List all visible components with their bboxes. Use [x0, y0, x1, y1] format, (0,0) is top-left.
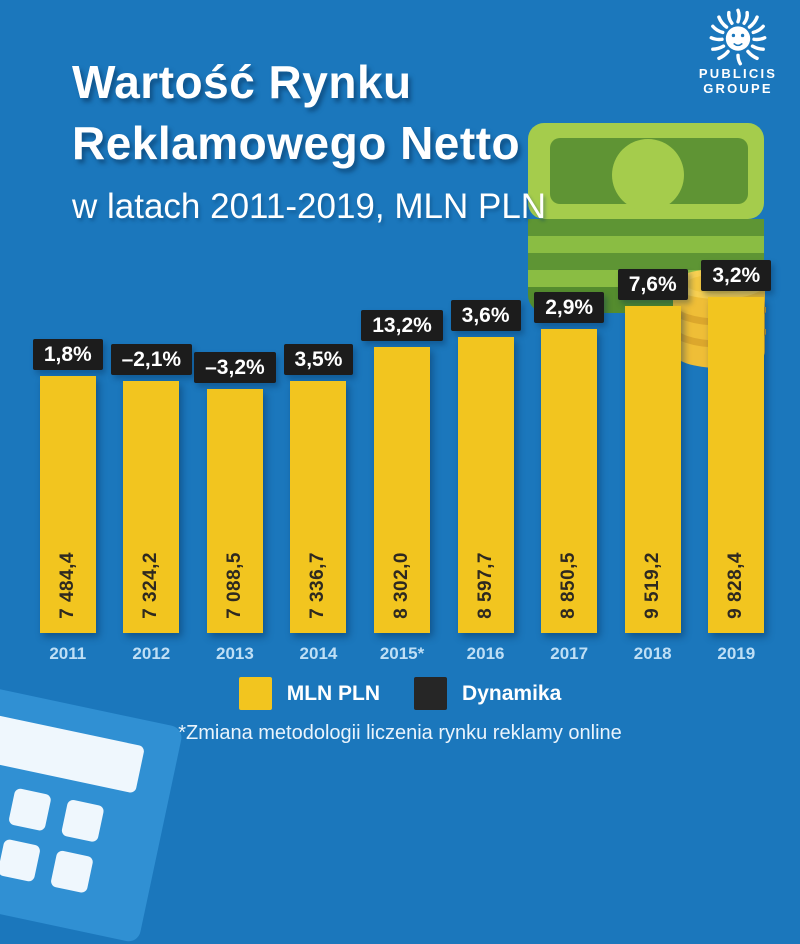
bar-2019: 9 828,4	[708, 297, 765, 633]
bar-value-label: 7 336,7	[307, 552, 329, 619]
year-label-2014: 2014	[299, 644, 338, 663]
bar-2011: 7 484,4	[39, 376, 96, 633]
logo-text-publicis: PUBLICIS	[698, 66, 778, 81]
title-line1: Wartość Rynku	[72, 56, 412, 108]
dynamics-label-2016: 3,6%	[450, 300, 521, 331]
dynamics-label-2019: 3,2%	[701, 260, 772, 291]
chart-column-2013: –3,2% 7 088,5 2013	[193, 260, 277, 664]
year-label-2012: 2012	[132, 644, 171, 663]
year-label-2018: 2018	[633, 644, 672, 663]
bar-2014: 7 336,7	[290, 381, 347, 633]
chart-column-2019: 3,2% 9 828,4 2019	[695, 260, 779, 664]
calculator-key	[49, 849, 94, 894]
chart-column-2012: –2,1% 7 324,2 2012	[110, 260, 194, 664]
bar-value-label: 8 850,5	[558, 552, 580, 619]
chart-columns: 1,8% 7 484,4 2011 –2,1% 7 324,2 2012 –3,2% 7 08…	[26, 260, 778, 664]
legend-label: Dynamika	[462, 681, 562, 705]
bar-value-label: 9 828,4	[725, 552, 747, 619]
bar-chart: 1,8% 7 484,4 2011 –2,1% 7 324,2 2012 –3,2% 7 08…	[26, 260, 778, 664]
legend-swatch-yellow	[238, 677, 272, 710]
dynamics-label-2012: –2,1%	[110, 344, 193, 375]
bar-value-label: 7 088,5	[223, 552, 245, 619]
chart-footnote: *Zmiana metodologii liczenia rynku rekla…	[178, 722, 622, 744]
publicis-lion-icon	[709, 8, 767, 66]
year-label-2011: 2011	[49, 644, 87, 663]
header: Wartość Rynku Reklamowego Netto w latach…	[72, 52, 546, 227]
dynamics-label-2017: 2,9%	[534, 292, 605, 323]
year-label-2017: 2017	[550, 644, 589, 663]
year-label-2019: 2019	[717, 644, 756, 663]
legend-item-dynamika: Dynamika	[414, 677, 561, 710]
year-label-2016: 2016	[466, 644, 505, 663]
legend-item-mln-pln: MLN PLN	[238, 677, 381, 710]
bar-2015: 8 302,0	[374, 347, 431, 633]
banknote-circle	[612, 139, 684, 211]
bar-value-label: 7 484,4	[56, 552, 78, 619]
dynamics-label-2011: 1,8%	[32, 339, 103, 370]
logo-text-groupe: GROUPE	[703, 81, 773, 96]
dynamics-label-2014: 3,5%	[283, 344, 354, 375]
bar-2017: 8 850,5	[541, 329, 598, 633]
page-subtitle: w latach 2011-2019, MLN PLN	[72, 187, 547, 226]
year-label-2013: 2013	[215, 644, 254, 663]
chart-legend: MLN PLN Dynamika	[0, 677, 800, 710]
title-line2: Reklamowego Netto	[72, 117, 521, 169]
chart-column-2011: 1,8% 7 484,4 2011	[26, 260, 110, 664]
bar-value-label: 9 519,2	[641, 552, 663, 619]
bar-value-label: 8 302,0	[391, 552, 413, 619]
page-title: Wartość Rynku Reklamowego Netto	[72, 52, 546, 174]
dynamics-label-2018: 7,6%	[617, 269, 688, 300]
chart-column-2014: 3,5% 7 336,7 2014	[277, 260, 361, 664]
dynamics-label-2013: –3,2%	[194, 352, 276, 383]
calculator-key	[7, 787, 52, 832]
legend-swatch-black	[414, 677, 448, 710]
chart-column-2017: 2,9% 8 850,5 2017	[527, 260, 611, 664]
publicis-groupe-logo: PUBLICIS GROUPE	[690, 8, 786, 96]
calculator-key	[0, 838, 42, 883]
banknote	[528, 123, 764, 219]
year-label-2015: 2015*	[379, 644, 425, 663]
bar-2016: 8 597,7	[457, 337, 514, 633]
chart-column-2015: 13,2% 8 302,0 2015*	[360, 260, 444, 664]
bar-2013: 7 088,5	[206, 389, 263, 633]
dynamics-label-2015: 13,2%	[361, 310, 443, 341]
legend-label: MLN PLN	[286, 681, 381, 705]
chart-column-2018: 7,6% 9 519,2 2018	[611, 260, 695, 664]
bar-2018: 9 519,2	[624, 306, 681, 633]
bar-2012: 7 324,2	[123, 381, 180, 633]
calculator-key	[60, 798, 105, 843]
chart-column-2016: 3,6% 8 597,7 2016	[444, 260, 528, 664]
bar-value-label: 8 597,7	[474, 552, 496, 619]
calculator-screen	[0, 699, 146, 794]
bar-value-label: 7 324,2	[140, 552, 162, 619]
